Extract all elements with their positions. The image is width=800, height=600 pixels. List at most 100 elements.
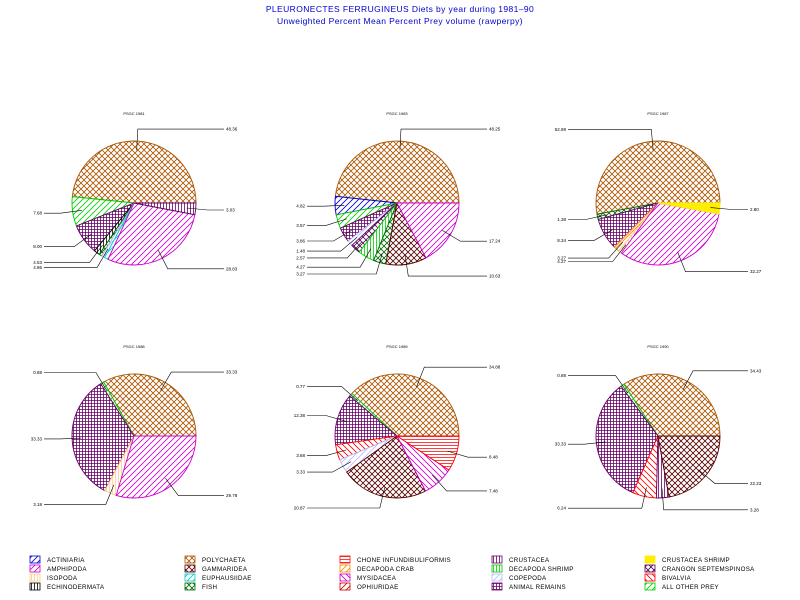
label-leader-line — [568, 214, 607, 220]
label-leader-line — [307, 461, 352, 473]
pie-value-label: 52.89 — [555, 127, 567, 132]
legend-swatch — [339, 555, 351, 564]
pie-psgc-1990: PSGC 1990 34.43 0.88 33.33 6.24 3.28 22.23 — [555, 344, 762, 512]
legend-swatch — [184, 555, 196, 564]
legend-swatch — [644, 582, 656, 591]
pie-value-label: 3.28 — [750, 507, 759, 512]
legend-label: ANIMAL REMAINS — [509, 584, 566, 591]
label-leader-line — [568, 244, 627, 262]
legend-label: CRUSTACEA — [509, 557, 550, 564]
pie-value-label: 6.24 — [557, 506, 566, 511]
legend-item-crustacea-shrimp: CRUSTACEA SHRIMP — [644, 555, 730, 564]
legend-swatch — [491, 582, 503, 591]
pie-psgc-1988: PSGC 1988 33.33 0.88 33.33 3.18 29.78 — [31, 344, 238, 507]
label-leader-line — [568, 129, 654, 151]
pie-value-label: 32.27 — [750, 269, 762, 274]
label-leader-line — [307, 205, 345, 207]
legend-swatch — [491, 564, 503, 573]
legend-label: OPHIURIDAE — [357, 584, 399, 591]
legend-item-isopoda: ISOPODA — [29, 573, 78, 582]
pie-value-label: 48.25 — [489, 127, 501, 132]
legend-label: ACTINIARIA — [47, 557, 85, 564]
pie-value-label: 22.23 — [750, 481, 762, 486]
label-leader-line — [710, 207, 748, 210]
pie-value-label: 3.57 — [296, 223, 305, 228]
label-leader-line — [307, 253, 383, 275]
legend-item-decapoda-crab: DECAPODA CRAB — [339, 564, 414, 573]
label-leader-line — [399, 128, 487, 151]
pie-title: PSGC 1981 — [123, 111, 145, 116]
legend-item-polychaeta: POLYCHAETA — [184, 555, 246, 564]
legend-label: POLYCHAETA — [202, 557, 246, 564]
label-leader-line — [307, 449, 347, 457]
pie-value-label: 33.33 — [31, 436, 43, 441]
label-leader-line — [682, 370, 748, 390]
pie-value-label: 0.88 — [557, 373, 566, 378]
label-leader-line — [44, 233, 92, 247]
legend-swatch — [29, 582, 41, 591]
legend-item-mysidacea: MYSIDACEA — [339, 573, 397, 582]
legend-item-echinodermata: ECHINODERMATA — [29, 582, 105, 591]
pie-value-label: 33.33 — [226, 370, 238, 375]
pie-value-label: 0.77 — [296, 384, 305, 389]
pie-value-label: 8.00 — [33, 244, 42, 249]
legend-item-crustacea: CRUSTACEA — [491, 555, 550, 564]
pie-value-label: 4.82 — [296, 204, 305, 209]
legend-swatch — [29, 564, 41, 573]
label-leader-line — [165, 478, 224, 496]
pie-value-label: 10.63 — [489, 274, 501, 279]
label-leader-line — [157, 249, 224, 270]
pie-value-label: 3.68 — [296, 453, 305, 458]
pie-value-label: 8.34 — [557, 238, 566, 243]
legend-swatch — [29, 555, 41, 564]
label-leader-line — [307, 237, 358, 252]
legend-label: MYSIDACEA — [357, 575, 397, 582]
pie-psgc-1987: PSGC 1987 52.89 1.38 8.34 3.274.27 32.27 2.80 — [555, 111, 762, 274]
pie-title: PSGC 1989 — [386, 344, 408, 349]
legend-item-gammaridea: GAMMARIDEA — [184, 564, 248, 573]
pie-value-label: 20.87 — [294, 505, 306, 510]
pie-value-label: 1.38 — [557, 217, 566, 222]
pie-value-label: 0.88 — [33, 370, 42, 375]
legend-item-bivalvia: BIVALVIA — [644, 573, 691, 582]
pie-title: PSGC 1990 — [647, 344, 669, 349]
label-leader-line — [416, 366, 487, 388]
legend-label: ISOPODA — [47, 575, 78, 582]
legend-item-chone-infundibuliformis: CHONE INFUNDIBULIFORMIS — [339, 555, 451, 564]
label-leader-line — [661, 488, 748, 511]
pie-value-label: 7.48 — [489, 488, 498, 493]
label-leader-line — [442, 229, 487, 242]
pie-value-label: 3.03 — [226, 208, 235, 213]
label-leader-line — [447, 450, 487, 458]
pie-value-label: 3.86 — [296, 239, 305, 244]
legend-label: ECHINODERMATA — [47, 584, 105, 591]
pie-value-label: 33.33 — [555, 442, 567, 447]
legend-label: COPEPODA — [509, 575, 547, 582]
pie-value-label: 4.86 — [33, 265, 42, 270]
legend-swatch — [339, 582, 351, 591]
pie-value-label: 17.24 — [489, 239, 501, 244]
label-leader-line — [44, 437, 82, 440]
label-leader-line — [136, 128, 224, 151]
label-leader-line — [307, 248, 372, 268]
legend-label: CRANGON SEPTEMSPINOSA — [662, 566, 755, 573]
pie-value-label: 3.18 — [33, 502, 42, 507]
pie-slice-polychaeta — [71, 140, 197, 204]
label-leader-line — [44, 484, 115, 505]
chart-title: PLEURONECTES FERRUGINEUS Diets by year d… — [265, 4, 535, 14]
pie-psgc-1983: PSGC 1983 48.25 4.82 3.57 3.86 1.482.57 4.27 3.… — [296, 111, 501, 279]
pie-slice-polychaeta — [334, 140, 460, 204]
legend-item-euphausiidae: EUPHAUSIIDAE — [184, 573, 252, 582]
label-leader-line — [307, 487, 386, 509]
legend-item-decapoda-shrimp: DECAPODA SHRIMP — [491, 564, 574, 573]
legend-label: EUPHAUSIIDAE — [202, 575, 252, 582]
pie-value-label: 4.27 — [557, 259, 566, 264]
pie-title: PSGC 1987 — [647, 111, 669, 116]
pie-value-label: 3.27 — [296, 272, 305, 277]
label-leader-line — [307, 218, 347, 226]
legend-label: DECAPODA SHRIMP — [509, 566, 574, 573]
label-leader-line — [307, 415, 347, 422]
label-leader-line — [568, 441, 606, 445]
legend-swatch — [184, 582, 196, 591]
